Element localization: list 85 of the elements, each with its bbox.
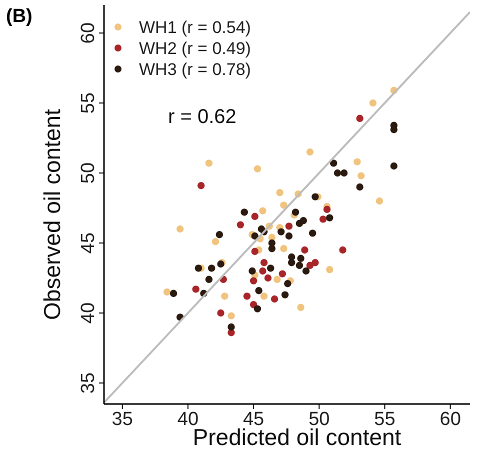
point	[285, 222, 293, 230]
point	[176, 225, 184, 233]
point	[277, 228, 285, 236]
point	[281, 291, 289, 298]
point	[251, 232, 258, 240]
legend-label: WH1 (r = 0.54)	[139, 18, 251, 37]
chart-title: (B)	[6, 6, 32, 27]
point	[276, 189, 284, 196]
x-tick-label: 60	[440, 409, 461, 430]
point	[228, 323, 235, 331]
point	[354, 158, 361, 166]
point	[205, 160, 213, 167]
point	[251, 212, 258, 220]
point	[301, 246, 308, 254]
point	[216, 231, 224, 238]
point	[326, 266, 334, 274]
annotation: r = 0.62	[168, 106, 236, 128]
point	[260, 292, 268, 300]
point	[334, 169, 342, 177]
point	[339, 246, 346, 254]
point	[280, 245, 288, 252]
point	[340, 169, 348, 177]
point	[323, 206, 331, 213]
point	[390, 126, 398, 134]
point	[205, 276, 213, 283]
point	[254, 305, 262, 312]
point	[300, 217, 307, 224]
point	[288, 259, 296, 266]
point	[248, 267, 256, 275]
point	[197, 182, 205, 190]
point	[319, 216, 327, 223]
point	[278, 270, 286, 278]
point	[297, 304, 304, 311]
y-tick-label: 35	[78, 372, 99, 394]
point	[254, 165, 262, 172]
point	[270, 295, 278, 303]
point	[267, 264, 274, 272]
point	[356, 114, 364, 122]
point	[268, 245, 276, 252]
point	[356, 183, 364, 191]
point	[369, 99, 377, 107]
y-tick-label: 40	[78, 302, 99, 324]
point	[163, 288, 171, 296]
point	[194, 264, 202, 272]
point	[217, 309, 224, 317]
y-tick-label: 60	[78, 22, 99, 44]
point	[296, 262, 304, 269]
legend-label: WH3 (r = 0.78)	[139, 60, 251, 79]
point	[212, 238, 220, 246]
point	[390, 162, 398, 170]
point	[284, 280, 292, 288]
point	[243, 292, 251, 300]
point	[260, 259, 268, 266]
point	[308, 230, 316, 237]
point	[274, 276, 281, 283]
legend-label: WH2 (r = 0.49)	[139, 39, 251, 58]
point	[208, 264, 216, 272]
y-tick-label: 55	[78, 92, 99, 114]
point	[251, 248, 258, 255]
x-tick-label: 35	[112, 409, 133, 430]
point	[358, 172, 365, 180]
point	[170, 290, 178, 297]
y-tick-label: 50	[78, 162, 99, 184]
point	[228, 312, 235, 320]
point	[312, 193, 319, 200]
point	[292, 208, 300, 216]
point	[255, 287, 262, 294]
point	[297, 254, 304, 262]
point	[192, 286, 200, 293]
point	[312, 259, 319, 266]
point	[285, 232, 293, 240]
point	[236, 221, 244, 228]
point	[326, 214, 334, 222]
point	[302, 267, 310, 275]
y-axis-title: Observed oil content	[39, 108, 65, 320]
point	[264, 274, 272, 282]
point	[259, 267, 266, 275]
point	[259, 207, 266, 214]
y-tick-label: 45	[78, 232, 99, 254]
point	[330, 160, 338, 167]
point	[250, 277, 258, 284]
point	[376, 197, 384, 205]
point	[221, 292, 228, 300]
point	[306, 148, 314, 156]
point	[280, 202, 288, 209]
